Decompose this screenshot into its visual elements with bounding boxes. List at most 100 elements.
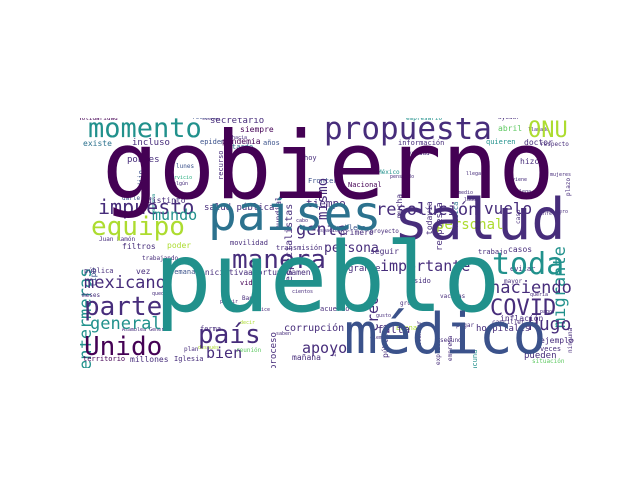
- word-hizo: hizo: [520, 157, 540, 166]
- word-vez: vez: [136, 267, 151, 276]
- word-plan: plan: [184, 346, 199, 353]
- word-pensando: pensando: [390, 174, 415, 180]
- word-filtros: filtros: [122, 242, 156, 251]
- word-canciller: canciller: [492, 319, 525, 326]
- word-pandemia: pandemia: [222, 137, 261, 146]
- word-acuerdo: acuerdo: [320, 305, 350, 313]
- word-toda: toda: [492, 247, 565, 282]
- word-vacunas: vacunas: [440, 293, 466, 300]
- word-abril: abril: [498, 124, 523, 133]
- word-hoy: hoy: [304, 154, 317, 162]
- word-mexico: México: [378, 169, 400, 176]
- word-transmision: transmisión: [276, 244, 323, 252]
- word-vuelo: vuelo: [484, 199, 533, 218]
- word-grande: grande: [348, 264, 381, 274]
- word-manana: mañana: [292, 353, 321, 362]
- word-dice: dice: [258, 307, 271, 313]
- word-epidemia: epidemia: [200, 138, 234, 146]
- word-meses: meses: [82, 292, 101, 299]
- word-onu: ONU: [528, 118, 568, 143]
- word-pagar: pagar: [456, 322, 475, 329]
- word-llega: llega: [516, 189, 532, 195]
- word-reunion: reunión: [236, 347, 262, 354]
- word-proceso: proceso: [269, 332, 279, 368]
- word-casos: casos: [508, 245, 533, 254]
- word-equipo: equipo: [91, 212, 185, 242]
- word-tiempo: tiempo: [306, 197, 346, 210]
- word-informacion: información: [398, 139, 445, 147]
- word-importante: importante: [380, 257, 471, 275]
- word-millones: millones: [130, 355, 169, 364]
- word-falta: falta: [377, 323, 411, 336]
- word-semana: semana: [170, 268, 196, 276]
- word-cloud: tipo enfermeras hecho dijo campaña solid…: [80, 118, 576, 368]
- word-gobierno: gobierno: [102, 118, 555, 221]
- word-haciendo: haciendo: [490, 278, 572, 298]
- word-unido: Unido: [84, 332, 163, 362]
- word-parte: parte: [84, 292, 163, 322]
- word-pueden: pueden: [524, 351, 557, 361]
- word-grupo: grupo: [400, 300, 419, 307]
- word-iniciativa: iniciativa: [200, 268, 249, 277]
- word-pobres: pobres: [127, 155, 160, 165]
- word-pago: pago: [540, 309, 553, 315]
- word-manera: manera: [232, 245, 326, 275]
- word-algun: algún: [173, 181, 189, 187]
- word-mujeres: mujeres: [550, 172, 572, 178]
- word-cientos: cientos: [292, 289, 314, 295]
- word-momento: momento: [88, 118, 202, 144]
- word-evitar: evitar: [510, 265, 536, 273]
- word-doctor: doctor: [524, 138, 553, 147]
- word-proyecto: proyecto: [370, 228, 399, 235]
- word-personal: personal: [436, 217, 504, 233]
- word-verdad: verdad: [408, 150, 430, 157]
- word-espacio: espacio: [317, 228, 339, 234]
- word-inflacion: inflación: [500, 314, 544, 323]
- word-segundo: segundo: [440, 337, 466, 344]
- word-trabajando: trabajando: [142, 255, 179, 262]
- word-llegar: llegar: [466, 171, 485, 177]
- word-partir: partir: [220, 299, 239, 305]
- word-hacia: hacia: [232, 135, 248, 141]
- word-saben: saben: [276, 331, 292, 337]
- word-gente: gente: [296, 220, 348, 240]
- word-apoyo: apoyo: [302, 339, 348, 357]
- word-lunes: lunes: [176, 163, 195, 170]
- word-medio: medio: [458, 190, 474, 196]
- word-nacional: Nacional: [348, 181, 382, 189]
- word-asamblea: Asamblea General: [122, 327, 171, 333]
- word-paises: países: [208, 186, 382, 242]
- word-llamado: llamado: [528, 127, 550, 133]
- word-cabo: cabo: [296, 218, 309, 224]
- word-servicio: servicio: [168, 175, 193, 181]
- word-resolucion: resolución: [376, 200, 479, 220]
- word-quiero: quiero: [550, 209, 569, 215]
- word-decir: decir: [240, 320, 256, 326]
- word-salud-publica: salud pública: [204, 203, 275, 213]
- word-quieren: quieren: [486, 138, 516, 146]
- word-siempre: siempre: [240, 125, 274, 134]
- word-bien: bien: [206, 344, 243, 362]
- word-primero: primero: [340, 228, 374, 237]
- word-solidaridad: solidaridad: [80, 118, 118, 122]
- word-espacio2: después: [198, 345, 220, 351]
- word-acceso: acceso: [528, 118, 546, 120]
- word-buena: buena: [396, 324, 418, 332]
- word-persona: persona: [324, 241, 379, 256]
- word-situacion: situación: [532, 358, 565, 365]
- word-mexicano: mexicano: [84, 273, 166, 293]
- word-movilidad: movilidad: [230, 239, 268, 247]
- word-anos: años: [263, 139, 280, 147]
- word-lado: lado: [464, 197, 477, 203]
- word-existe: existe: [83, 139, 112, 148]
- word-ayudar: ayudar: [498, 118, 520, 121]
- word-vida: vida: [240, 279, 257, 287]
- word-mayor: mayor: [504, 278, 523, 285]
- word-plazo: plazo: [565, 177, 572, 196]
- word-iglesia: Iglesia: [174, 355, 204, 363]
- word-distinto: distinto: [147, 196, 186, 205]
- word-hospitales: hospitales: [476, 324, 531, 334]
- word-poder: poder: [167, 241, 192, 250]
- word-general: general: [90, 314, 162, 334]
- word-elemento: elemento: [370, 335, 395, 341]
